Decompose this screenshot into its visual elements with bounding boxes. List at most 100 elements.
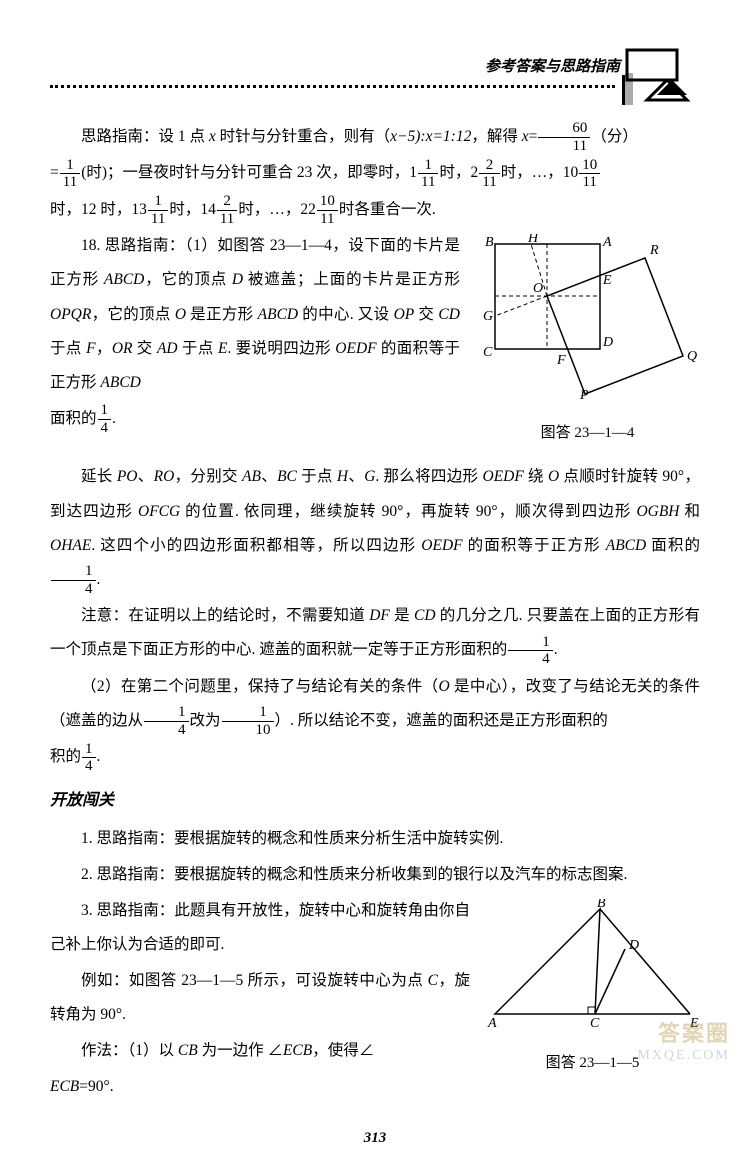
text: 面积的 <box>50 410 97 427</box>
para-7: （2）在第二个问题里，保持了与结论有关的条件（O 是中心），改变了与结论无关的条… <box>50 670 700 739</box>
eq: = <box>529 128 538 145</box>
text: 作法：（1）以 <box>81 1042 178 1059</box>
text: 、 <box>137 468 153 485</box>
denominator: 4 <box>51 581 96 598</box>
expr: x−5):x=1:12 <box>390 128 471 145</box>
numerator: 2 <box>479 157 499 175</box>
abcd: ABCD <box>100 374 140 391</box>
para-9: 2. 思路指南：要根据旋转的概念和性质来分析收集到的银行以及汽车的标志图案. <box>50 858 700 892</box>
svg-text:B: B <box>597 899 606 911</box>
text: 延长 <box>81 468 117 485</box>
denominator: 10 <box>222 722 274 739</box>
page-content: 思路指南：设 1 点 x 时针与分针重合，则有（x−5):x=1:12，解得 x… <box>50 120 700 1155</box>
fraction: 14 <box>98 402 112 436</box>
numerator: 2 <box>217 193 237 211</box>
svg-text:P: P <box>579 388 589 399</box>
c: C <box>428 972 438 989</box>
para-8: 1. 思路指南：要根据旋转的概念和性质来分析生活中旋转实例. <box>50 822 700 856</box>
text: . 这四个小的四边形面积都相等，所以四边形 <box>91 537 421 554</box>
fraction: 14 <box>51 563 96 597</box>
text: （分） <box>591 128 638 145</box>
text: =90°. <box>79 1078 113 1095</box>
ad: AD <box>157 340 178 357</box>
numerator: 1 <box>144 704 189 722</box>
figure-caption: 图答 23—1—4 <box>475 417 700 450</box>
text: 的位置. 依同理，继续旋转 90°，再旋转 90°，顺次得到四边形 <box>180 503 636 520</box>
fraction: 1011 <box>579 157 600 191</box>
diagram-triangle-icon: A B C D E <box>485 899 700 1029</box>
watermark-title: 答案圈 <box>637 1016 730 1048</box>
text: 时，14 <box>169 201 216 218</box>
text: 和 <box>680 503 700 520</box>
ofcg: OFCG <box>138 503 180 520</box>
fraction: 6011 <box>538 120 590 154</box>
oedf: OEDF <box>335 340 376 357</box>
abcd: ABCD <box>606 537 646 554</box>
oedf: OEDF <box>483 468 524 485</box>
denominator: 4 <box>82 758 96 775</box>
fraction: 1011 <box>317 193 338 227</box>
text: 交 <box>133 340 157 357</box>
period: . <box>112 410 116 427</box>
numerator: 1 <box>98 402 112 420</box>
text: 思路指南：设 1 点 <box>81 128 209 145</box>
numerator: 1 <box>222 704 274 722</box>
text: 为一边作 ∠ <box>198 1042 283 1059</box>
svg-text:C: C <box>483 345 493 360</box>
svg-text:D: D <box>602 335 613 350</box>
diagram-squares-icon: B H A R E O G C F D Q P <box>475 234 700 399</box>
header-title: 参考答案与思路指南 <box>485 55 620 76</box>
svg-text:R: R <box>649 243 659 258</box>
denominator: 11 <box>479 174 499 191</box>
text: 交 <box>414 306 438 323</box>
para-1: 思路指南：设 1 点 x 时针与分针重合，则有（x−5):x=1:12，解得 x… <box>50 120 700 154</box>
para-6: 注意：在证明以上的结论时，不需要知道 DF 是 CD 的几分之几. 只要盖在上面… <box>50 599 700 668</box>
svg-text:Q: Q <box>687 349 697 364</box>
text: 于点 <box>297 468 337 485</box>
para-5: 延长 PO、RO，分别交 AB、BC 于点 H、G. 那么将四边形 OEDF 绕… <box>50 460 700 597</box>
g: G <box>364 468 375 485</box>
oedf: OEDF <box>421 537 462 554</box>
o: O <box>175 306 186 323</box>
var-x: x <box>522 128 529 145</box>
text: 是 <box>390 607 414 624</box>
watermark-url: MXQE.COM <box>637 1048 730 1064</box>
fraction: 14 <box>144 704 189 738</box>
numerator: 1 <box>418 157 438 175</box>
fraction: 14 <box>82 741 96 775</box>
text: 的面积等于正方形 <box>463 537 606 554</box>
h: H <box>337 468 348 485</box>
numerator: 1 <box>60 157 80 175</box>
para-7b: 积的14. <box>50 740 700 774</box>
fraction: 14 <box>508 634 553 668</box>
svg-text:G: G <box>483 309 493 324</box>
op: OP <box>394 306 415 323</box>
or: OR <box>112 340 133 357</box>
text: ，它的顶点 <box>144 271 232 288</box>
text: 时，…，22 <box>238 201 316 218</box>
period: . <box>97 748 101 765</box>
ogbh: OGBH <box>636 503 679 520</box>
denominator: 11 <box>148 211 168 228</box>
eq: = <box>50 164 59 181</box>
page-number: 313 <box>50 1122 700 1155</box>
o: O <box>439 678 450 695</box>
text: 、 <box>348 468 364 485</box>
para-2: =111(时)；一昼夜时针与分针可重合 23 次，即零时，1111时，2211时… <box>50 156 700 190</box>
svg-text:A: A <box>602 235 612 250</box>
period: . <box>97 571 101 588</box>
denominator: 11 <box>538 138 590 155</box>
text: 例如：如图答 23—1—5 所示，可设旋转中心为点 <box>81 972 428 989</box>
text: 时，12 时，13 <box>50 201 147 218</box>
bc: BC <box>277 468 297 485</box>
abcd: ABCD <box>258 306 298 323</box>
cd: CD <box>438 306 460 323</box>
denominator: 11 <box>217 211 237 228</box>
po: PO <box>117 468 138 485</box>
fraction: 211 <box>217 193 237 227</box>
o: O <box>548 468 559 485</box>
denominator: 4 <box>98 420 112 437</box>
fraction: 111 <box>60 157 80 191</box>
denominator: 4 <box>144 722 189 739</box>
header-arrow-icon <box>622 45 702 105</box>
